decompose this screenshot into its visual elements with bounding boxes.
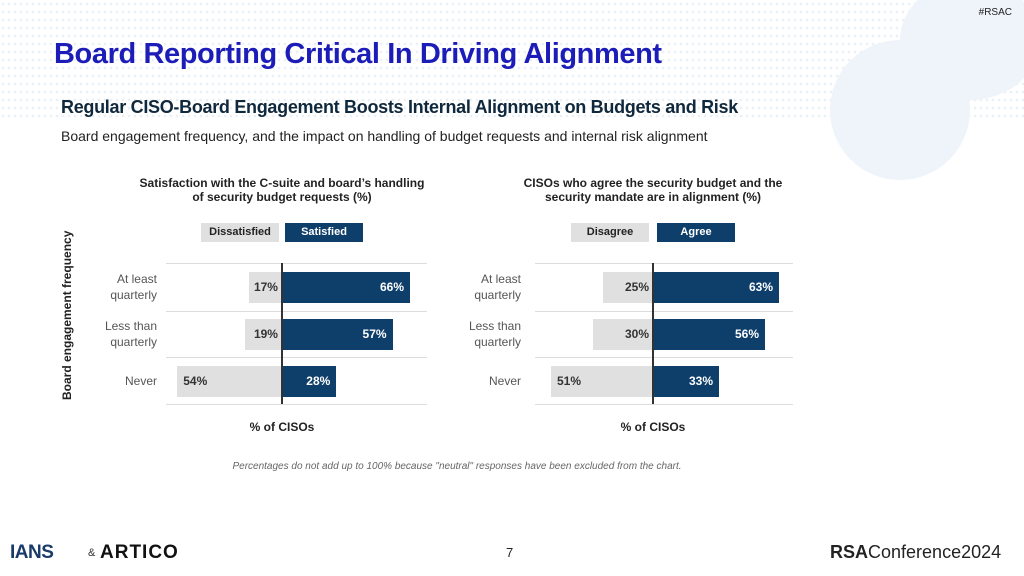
artico-logo: ARTICO — [100, 542, 179, 563]
data-label: 51% — [557, 374, 582, 388]
slide-subtitle: Regular CISO-Board Engagement Boosts Int… — [61, 97, 738, 117]
gridline — [535, 263, 793, 264]
zero-axis-line — [281, 263, 283, 404]
bar-disagree — [603, 272, 653, 303]
gridline — [535, 311, 793, 312]
chart-title-line2: security mandate are in alignment (%) — [544, 190, 762, 204]
gridline — [166, 311, 427, 312]
footnote: Percentages do not add up to 100% becaus… — [232, 461, 682, 472]
category-label-line2: quarterly — [474, 288, 521, 302]
data-label: 25% — [624, 280, 649, 294]
bar-agree — [653, 272, 779, 303]
year-text: 2024 — [961, 542, 1002, 562]
legend-agree: Agree — [657, 223, 735, 242]
bar-dissatisfied — [177, 366, 282, 397]
rsa-conference-logo: RSAConference2024 — [830, 542, 1001, 563]
background-circle — [900, 0, 1024, 100]
category-label-line1: At least — [116, 272, 157, 286]
gridline — [166, 404, 427, 405]
legend-dissatisfied: Dissatisfied — [201, 223, 279, 242]
category-label-line2: quarterly — [474, 335, 521, 349]
bar-disagree — [551, 366, 653, 397]
gridline — [535, 404, 793, 405]
slide-description: Board engagement frequency, and the impa… — [61, 128, 708, 144]
chart-title-line2: of security budget requests (%) — [192, 190, 372, 204]
bar-dissatisfied — [249, 272, 282, 303]
category-label-line1: At least — [480, 272, 521, 286]
page-number: 7 — [506, 545, 514, 560]
data-label: 17% — [253, 280, 278, 294]
bar-satisfied — [282, 319, 393, 350]
bar-agree — [653, 319, 765, 350]
category-label-line2: quarterly — [110, 288, 157, 302]
data-label: 54% — [183, 374, 208, 388]
data-label: 63% — [748, 280, 773, 294]
bar-dissatisfied — [245, 319, 282, 350]
data-label: 19% — [253, 327, 278, 341]
data-label: 56% — [734, 327, 759, 341]
x-axis-label: % of CISOs — [249, 420, 315, 434]
gridline — [535, 357, 793, 358]
legend-satisfied: Satisfied — [285, 223, 363, 242]
category-label-line1: Less than — [104, 319, 157, 333]
slide-title: Board Reporting Critical In Driving Alig… — [54, 38, 662, 70]
bar-satisfied — [282, 272, 411, 303]
chart-title-line1: Satisfaction with the C-suite and board’… — [139, 176, 425, 190]
category-label-line1: Never — [488, 374, 521, 388]
bar-satisfied — [282, 366, 337, 397]
data-label: 66% — [380, 280, 405, 294]
chart-title-line1: CISOs who agree the security budget and … — [523, 176, 783, 190]
category-label-line1: Never — [124, 374, 157, 388]
gridline — [166, 357, 427, 358]
rsa-text: RSA — [830, 542, 869, 562]
data-label: 33% — [688, 374, 713, 388]
hashtag: #RSAC — [978, 7, 1012, 18]
data-label: 30% — [624, 327, 649, 341]
x-axis-label: % of CISOs — [620, 420, 686, 434]
conference-text: Conference — [868, 542, 962, 562]
bar-disagree — [593, 319, 653, 350]
data-label: 28% — [306, 374, 331, 388]
category-label-line2: quarterly — [110, 335, 157, 349]
gridline — [166, 263, 427, 264]
zero-axis-line — [652, 263, 654, 404]
category-label-line1: Less than — [468, 319, 521, 333]
data-label: 57% — [362, 327, 387, 341]
legend-disagree: Disagree — [571, 223, 649, 242]
ians-logo: IANS — [10, 542, 54, 563]
bar-agree — [653, 366, 719, 397]
ampersand: & — [88, 547, 96, 559]
